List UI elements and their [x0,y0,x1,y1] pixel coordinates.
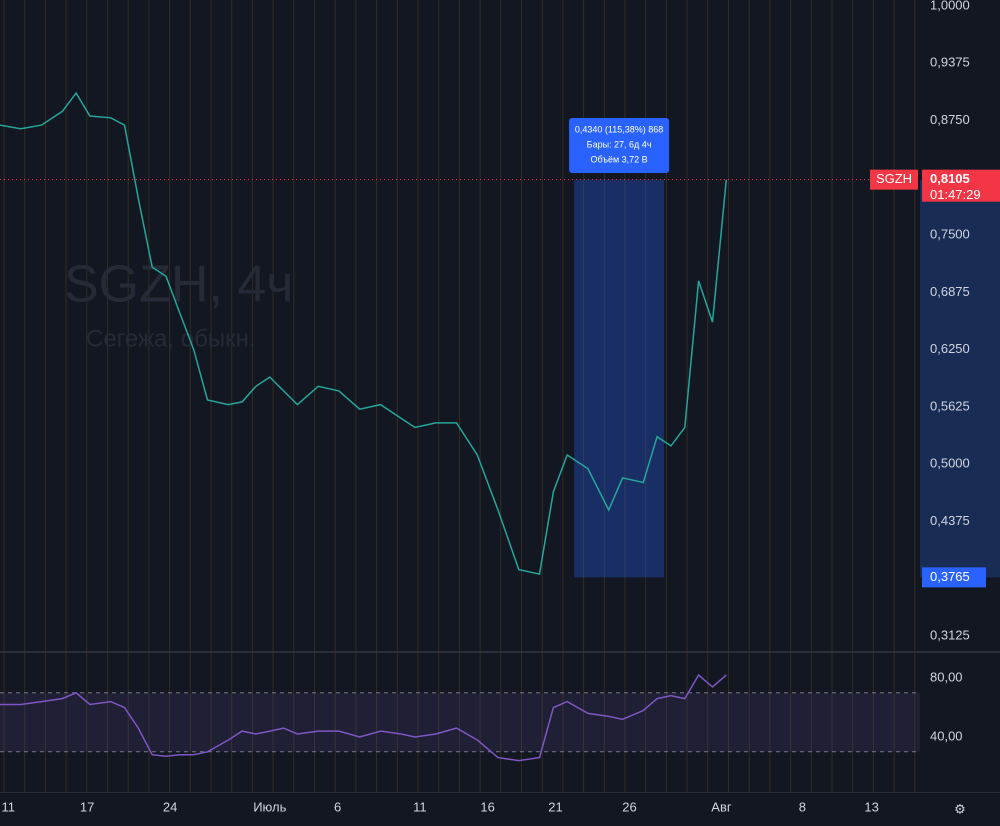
x-tick-label: 8 [799,799,806,814]
pane-divider [0,651,1000,653]
y-tick-label: 0,6875 [930,284,970,299]
x-tick-label: Июль [253,799,286,814]
x-tick-label: 21 [548,799,562,814]
symbol-tag: SGZH [876,171,912,186]
x-tick-label: Авг [711,799,732,814]
measure-line: 0,4340 (115,38%) 868 [575,124,663,134]
x-tick-label: 24 [163,799,177,814]
measure-line: Объём 3,72 B [590,154,647,164]
series-line [0,673,727,762]
last-price-label: 0,8105 [930,171,970,186]
measure-line: Бары: 27, 6д 4ч [587,139,652,149]
y-tick-label: 0,7500 [930,227,970,242]
watermark: SGZH, 4ч [64,256,293,314]
last-price-tag-bg [922,169,1000,202]
y-tick-label: 0,8750 [930,112,970,127]
countdown: 01:47:29 [930,187,981,202]
watermark-sub: Сегежа, обыкн. [86,325,256,352]
y-tick-label: 0,4375 [930,513,970,528]
rsi-band [0,692,920,752]
x-tick-label: 11 [2,799,16,814]
measure-box [574,179,665,578]
x-tick-label: 26 [622,799,636,814]
settings-icon[interactable]: ⚙ [954,801,966,816]
range-low-tag-bg [922,567,986,588]
y-tick-label: 0,5000 [930,456,970,471]
y-tick-label: 80,00 [930,669,963,684]
series-line [0,91,728,575]
y-tick-label: 0,3125 [930,627,970,642]
symbol-tag-bg [870,169,918,190]
y-tick-label: 40,00 [930,728,963,743]
measure-label-bg [569,118,670,173]
x-tick-label: 6 [334,799,341,814]
y-tick-label: 0,5625 [930,398,970,413]
x-tick-label: 11 [413,799,427,814]
y-tick-label: 0,9375 [930,55,970,70]
x-tick-label: 13 [864,799,878,814]
x-tick-label: 17 [80,799,94,814]
y-tick-label: 0,6250 [930,341,970,356]
axis-highlight [920,179,1000,578]
x-tick-label: 16 [480,799,494,814]
range-low-label: 0,3765 [930,569,970,584]
axis-divider [0,792,1000,793]
y-tick-label: 1,0000 [930,0,970,12]
